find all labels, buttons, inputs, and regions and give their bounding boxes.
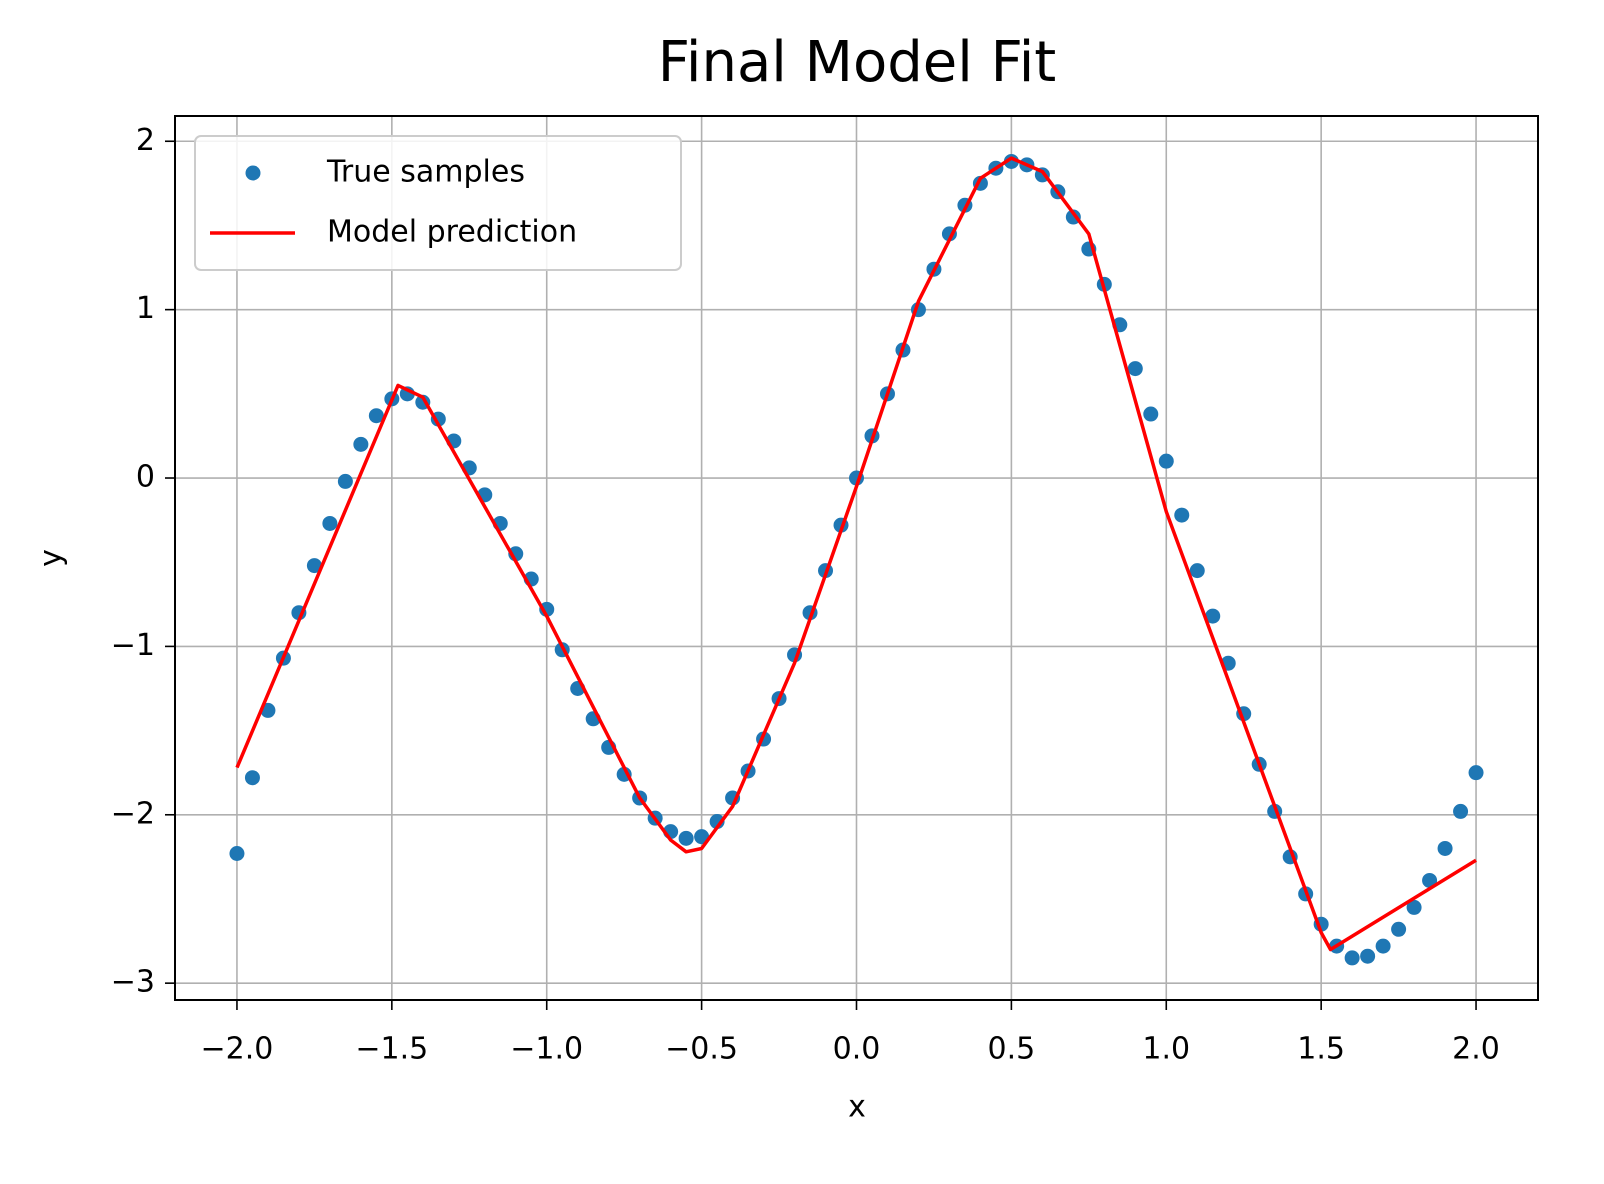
legend-label: Model prediction [327,215,577,250]
point [1406,899,1422,915]
point [368,408,384,424]
point [322,515,338,531]
legend-box [194,135,682,271]
point [1375,938,1391,954]
point [1422,872,1438,888]
x-tick-label: −0.5 [665,1032,738,1067]
x-tick-label: −2.0 [201,1032,274,1067]
y-tick-label: 1 [136,291,155,326]
point [1344,950,1360,966]
point [229,846,245,862]
point [1003,153,1019,169]
point [1143,406,1159,422]
y-tick-label: −3 [111,965,155,1000]
y-tick-label: −1 [111,628,155,663]
point [1453,803,1469,819]
point [306,558,322,574]
legend-marker [245,165,261,181]
point [539,601,555,617]
x-tick-label: −1.5 [355,1032,428,1067]
point [678,830,694,846]
y-tick-label: −2 [111,796,155,831]
line [235,156,1477,952]
point [1391,921,1407,937]
chart-title: Final Model Fit [658,30,1056,95]
x-tick-label: 1.5 [1297,1032,1345,1067]
point [1189,563,1205,579]
point [353,436,369,452]
y-axis-label: y [34,549,69,567]
legend-label: True samples [326,155,525,190]
point [1360,948,1376,964]
plot-frame [174,115,1539,1001]
point [1127,361,1143,377]
y-tick-label: 2 [136,123,155,158]
x-tick-label: 0.0 [833,1032,881,1067]
legend: True samples Model prediction [194,135,682,271]
point [337,473,353,489]
point [1205,608,1221,624]
x-tick-label: 2.0 [1452,1032,1500,1067]
point [1437,840,1453,856]
x-axis-label: x [848,1090,866,1125]
x-tick-label: 0.5 [988,1032,1036,1067]
point [1174,507,1190,523]
x-tick-label: −1.0 [510,1032,583,1067]
point [244,770,260,786]
point [694,829,710,845]
x-tick-label: 1.0 [1142,1032,1190,1067]
point [1468,765,1484,781]
point [1158,453,1174,469]
y-tick-label: 0 [136,460,155,495]
